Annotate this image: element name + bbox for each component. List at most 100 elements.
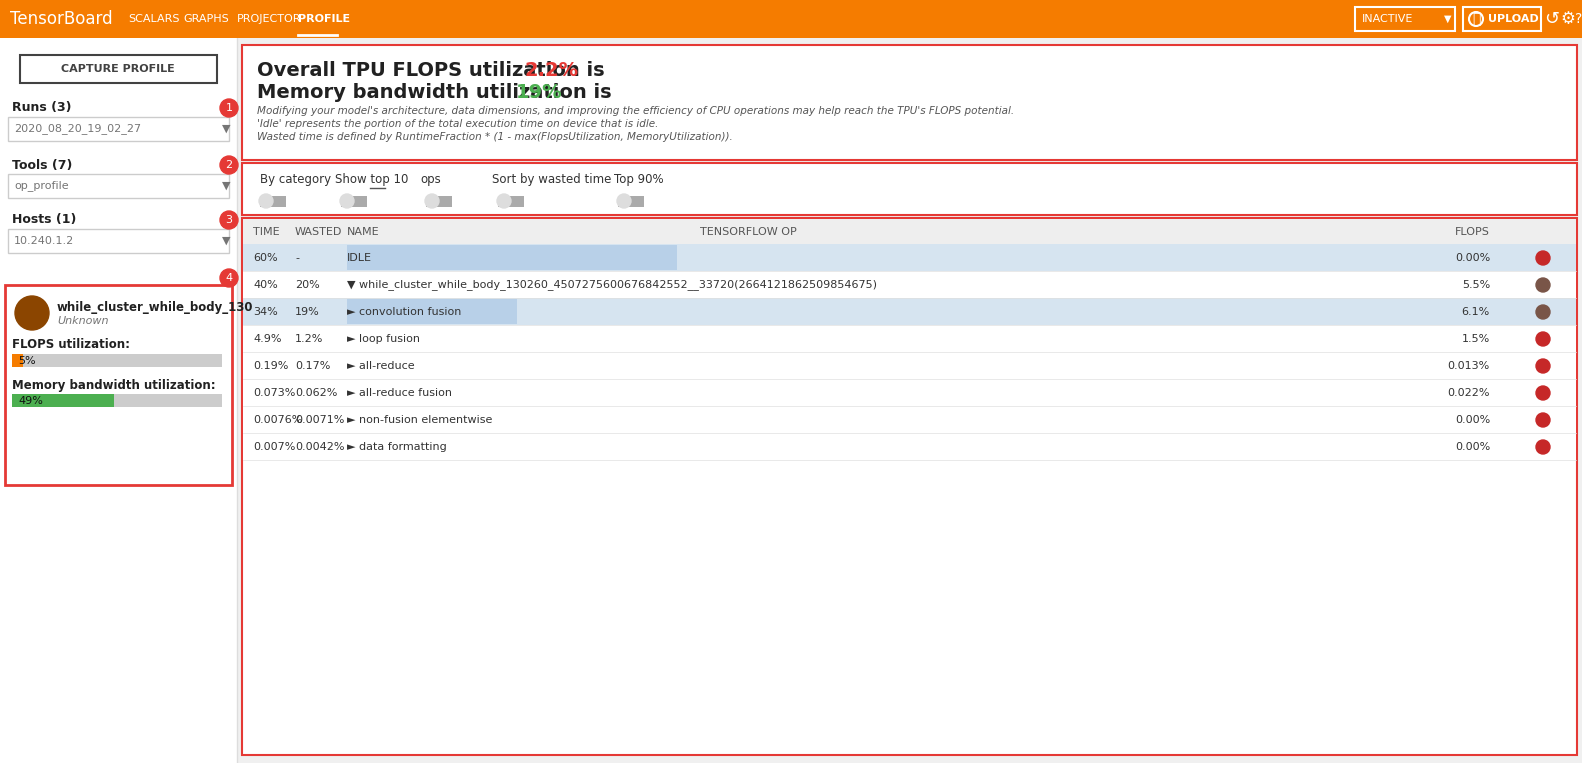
Circle shape <box>14 296 49 330</box>
Text: 20%: 20% <box>294 280 320 290</box>
Text: TIME: TIME <box>253 227 280 237</box>
Text: 34%: 34% <box>253 307 278 317</box>
Text: TensorBoard: TensorBoard <box>9 10 112 28</box>
Circle shape <box>1536 251 1550 265</box>
Text: ▼: ▼ <box>221 236 231 246</box>
Text: ► all-reduce fusion: ► all-reduce fusion <box>346 388 452 398</box>
Bar <box>259 196 286 207</box>
Text: Show top 10: Show top 10 <box>335 173 408 186</box>
Text: CAPTURE PROFILE: CAPTURE PROFILE <box>62 64 176 74</box>
Text: 0.00%: 0.00% <box>1455 415 1490 425</box>
Text: 5.5%: 5.5% <box>1462 280 1490 290</box>
Text: 5%: 5% <box>17 356 36 366</box>
Bar <box>0 38 237 763</box>
Text: 0.17%: 0.17% <box>294 361 331 371</box>
Bar <box>0 0 1582 38</box>
Circle shape <box>340 194 354 208</box>
Bar <box>8 229 229 253</box>
Circle shape <box>426 194 438 208</box>
Bar <box>346 245 677 270</box>
Bar <box>13 394 114 407</box>
Text: 4.9%: 4.9% <box>253 334 282 344</box>
Text: NAME: NAME <box>346 227 380 237</box>
Bar <box>498 196 524 207</box>
Circle shape <box>1536 305 1550 319</box>
Text: INACTIVE: INACTIVE <box>1362 14 1413 24</box>
Text: 0.007%: 0.007% <box>253 442 296 452</box>
Bar <box>619 196 644 207</box>
Text: 19%: 19% <box>516 82 563 101</box>
Bar <box>13 354 24 367</box>
Text: 19%: 19% <box>294 307 320 317</box>
Text: 2.2%: 2.2% <box>524 60 579 79</box>
Bar <box>21 55 217 83</box>
Text: Wasted time is defined by RuntimeFraction * (1 - max(FlopsUtilization, MemoryUti: Wasted time is defined by RuntimeFractio… <box>256 132 732 142</box>
Bar <box>244 244 1576 271</box>
Bar <box>244 325 1576 352</box>
Circle shape <box>259 194 274 208</box>
Text: 3: 3 <box>226 215 233 225</box>
Text: 1.5%: 1.5% <box>1462 334 1490 344</box>
Text: while_cluster_while_body_130: while_cluster_while_body_130 <box>57 301 253 314</box>
Bar <box>1356 7 1455 31</box>
Circle shape <box>1536 359 1550 373</box>
Circle shape <box>1536 413 1550 427</box>
Text: -: - <box>294 253 299 263</box>
Text: ⓘ: ⓘ <box>1471 12 1481 26</box>
Text: 4: 4 <box>226 273 233 283</box>
Text: By category: By category <box>259 173 331 186</box>
Text: 1: 1 <box>226 103 233 113</box>
Text: Hosts (1): Hosts (1) <box>13 214 76 227</box>
Bar <box>8 174 229 198</box>
Text: ► loop fusion: ► loop fusion <box>346 334 419 344</box>
Circle shape <box>497 194 511 208</box>
Text: Sort by wasted time: Sort by wasted time <box>492 173 611 186</box>
Bar <box>244 379 1576 406</box>
Text: Tools (7): Tools (7) <box>13 159 73 172</box>
Bar <box>244 298 1576 325</box>
Text: 0.00%: 0.00% <box>1455 253 1490 263</box>
Bar <box>242 163 1577 215</box>
Text: IDLE: IDLE <box>346 253 372 263</box>
Bar <box>244 271 1576 298</box>
Text: 0.013%: 0.013% <box>1448 361 1490 371</box>
Bar <box>1463 7 1541 31</box>
Text: op_profile: op_profile <box>14 181 68 192</box>
Text: 0.0042%: 0.0042% <box>294 442 345 452</box>
Bar <box>244 433 1576 460</box>
Circle shape <box>617 194 631 208</box>
Text: 40%: 40% <box>253 280 278 290</box>
Text: ⚙: ⚙ <box>1560 10 1576 28</box>
Text: Memory bandwidth utilization is: Memory bandwidth utilization is <box>256 82 619 101</box>
Text: 2020_08_20_19_02_27: 2020_08_20_19_02_27 <box>14 124 141 134</box>
Circle shape <box>1536 278 1550 292</box>
Text: FLOPS: FLOPS <box>1455 227 1490 237</box>
Circle shape <box>1536 440 1550 454</box>
Text: 0.073%: 0.073% <box>253 388 296 398</box>
Text: ▼: ▼ <box>1444 14 1452 24</box>
Text: FLOPS utilization:: FLOPS utilization: <box>13 339 130 352</box>
Text: ▼ while_cluster_while_body_130260_4507275600676842552__33720(2664121862509854675: ▼ while_cluster_while_body_130260_450727… <box>346 279 876 291</box>
Bar <box>13 394 221 407</box>
Text: 0.062%: 0.062% <box>294 388 337 398</box>
Circle shape <box>220 211 237 229</box>
Bar <box>242 218 1577 755</box>
Bar <box>13 354 221 367</box>
Text: ► non-fusion elementwise: ► non-fusion elementwise <box>346 415 492 425</box>
Text: Top 90%: Top 90% <box>614 173 663 186</box>
Text: ► all-reduce: ► all-reduce <box>346 361 414 371</box>
Text: 'Idle' represents the portion of the total execution time on device that is idle: 'Idle' represents the portion of the tot… <box>256 119 658 129</box>
Text: PROJECTOR: PROJECTOR <box>237 14 302 24</box>
Text: 0.00%: 0.00% <box>1455 442 1490 452</box>
Bar <box>244 219 1576 244</box>
Text: Overall TPU FLOPS utilization is: Overall TPU FLOPS utilization is <box>256 60 611 79</box>
Circle shape <box>220 156 237 174</box>
Text: ops: ops <box>419 173 441 186</box>
Text: ▼: ▼ <box>221 124 231 134</box>
Text: 0.022%: 0.022% <box>1448 388 1490 398</box>
Bar <box>426 196 452 207</box>
Bar <box>242 45 1577 160</box>
Bar <box>244 406 1576 433</box>
Text: 10.240.1.2: 10.240.1.2 <box>14 236 74 246</box>
Text: SCALARS: SCALARS <box>128 14 179 24</box>
